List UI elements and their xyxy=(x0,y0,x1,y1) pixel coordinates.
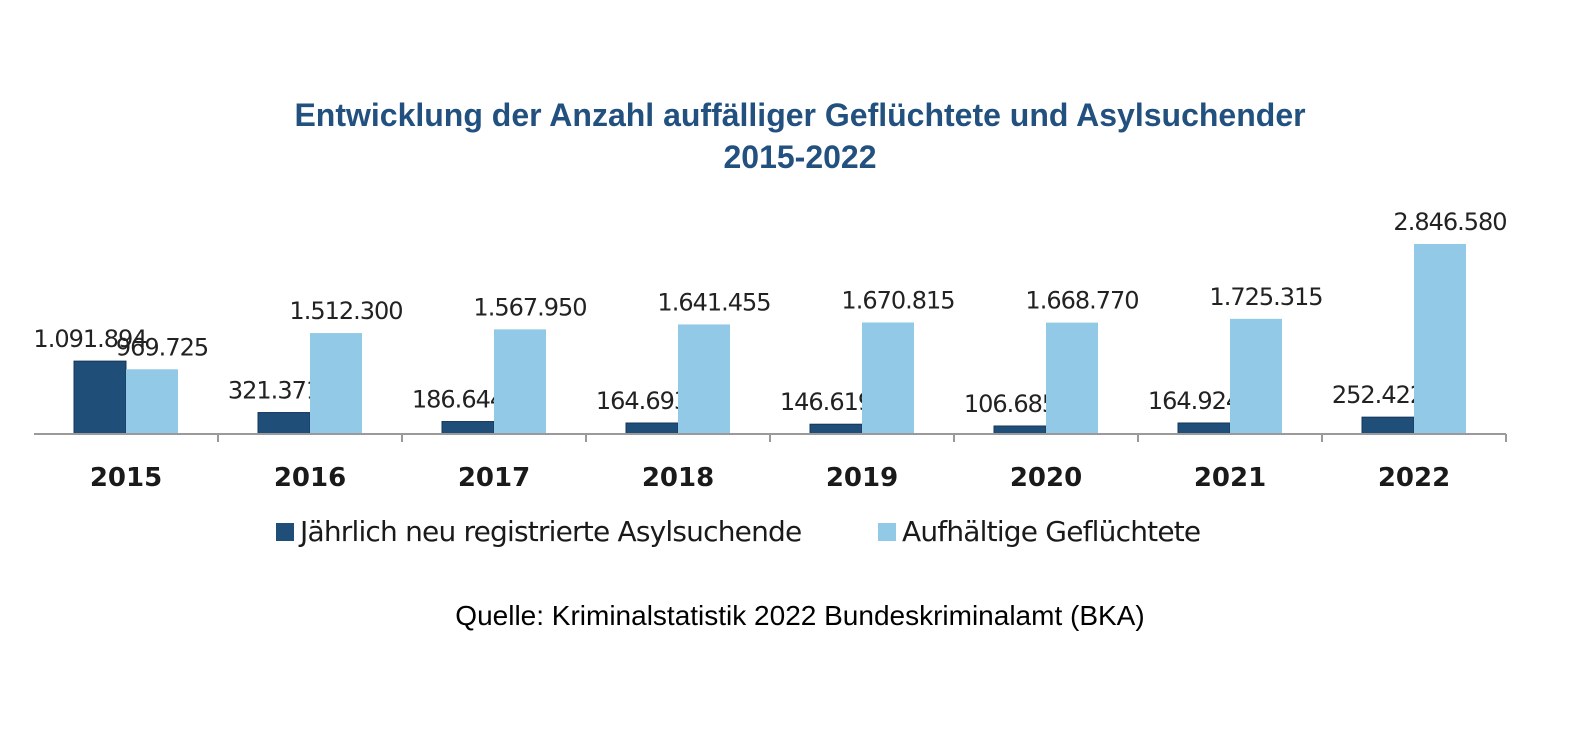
bar-gefluechtete-2019 xyxy=(862,322,914,434)
legend-item-asylsuchende: Jährlich neu registrierte Asylsuchende xyxy=(276,515,802,548)
bar-asylsuchende-2017 xyxy=(441,421,495,435)
data-label: 1.668.770 xyxy=(1025,287,1138,315)
x-tick-label: 2020 xyxy=(1010,463,1082,493)
data-label: 1.670.815 xyxy=(841,286,954,314)
data-label: 164.693 xyxy=(596,387,688,415)
data-label: 1.725.315 xyxy=(1209,283,1322,311)
bar-asylsuchende-2015 xyxy=(73,360,127,435)
x-tick-label: 2016 xyxy=(274,463,346,493)
bar-asylsuchende-2021 xyxy=(1177,422,1231,435)
bar-asylsuchende-2022 xyxy=(1361,416,1415,435)
bar-gefluechtete-2018 xyxy=(678,324,730,434)
data-label: 252.422 xyxy=(1332,381,1424,409)
bar-gefluechtete-2021 xyxy=(1230,318,1282,434)
x-tick-label: 2022 xyxy=(1378,463,1450,493)
chart-title: Entwicklung der Anzahl auffälliger Geflü… xyxy=(0,94,1578,178)
data-label: 321.371 xyxy=(228,377,320,405)
bar-asylsuchende-2019 xyxy=(809,423,863,435)
legend-label: Aufhältige Geflüchtete xyxy=(902,515,1201,548)
bar-asylsuchende-2018 xyxy=(625,422,679,435)
x-axis: 2015 2016 2017 2018 2019 2020 2021 2022 xyxy=(34,433,1507,493)
chart-title-line1: Entwicklung der Anzahl auffälliger Geflü… xyxy=(294,97,1306,133)
source-note: Quelle: Kriminalstatistik 2022 Bundeskri… xyxy=(455,600,1145,631)
bar-asylsuchende-2020 xyxy=(993,425,1047,435)
bar-gefluechtete-2020 xyxy=(1046,322,1098,434)
bar-gefluechtete-2016 xyxy=(310,333,362,434)
bar-asylsuchende-2016 xyxy=(257,412,311,435)
data-label: 146.619 xyxy=(780,388,872,416)
x-tick-label: 2015 xyxy=(90,463,162,493)
data-label: 969.725 xyxy=(116,333,208,361)
chart-subtitle: 2015-2022 xyxy=(723,139,877,175)
data-label: 1.641.455 xyxy=(657,288,770,316)
data-label: 1.512.300 xyxy=(289,297,402,325)
data-label: 164.924 xyxy=(1148,387,1240,415)
data-label: 1.091.894 xyxy=(33,325,146,353)
x-tick-label: 2019 xyxy=(826,463,898,493)
bar-gefluechtete-2022 xyxy=(1414,244,1466,434)
legend-swatch-light xyxy=(878,522,896,541)
x-tick-label: 2021 xyxy=(1194,463,1266,493)
bar-gefluechtete-2017 xyxy=(494,329,546,434)
x-tick-label: 2017 xyxy=(458,463,530,493)
legend-item-gefluechtete: Aufhältige Geflüchtete xyxy=(878,515,1201,548)
data-label: 2.846.580 xyxy=(1393,208,1506,236)
bar-gefluechtete-2015 xyxy=(126,369,178,434)
x-tick-label: 2018 xyxy=(642,463,714,493)
legend-label: Jährlich neu registrierte Asylsuchende xyxy=(300,515,802,548)
legend: Jährlich neu registrierte Asylsuchende A… xyxy=(0,515,1578,555)
data-label: 186.644 xyxy=(412,386,504,414)
data-label: 106.685 xyxy=(964,390,1056,418)
data-label: 1.567.950 xyxy=(473,293,586,321)
legend-swatch-dark xyxy=(276,522,294,541)
